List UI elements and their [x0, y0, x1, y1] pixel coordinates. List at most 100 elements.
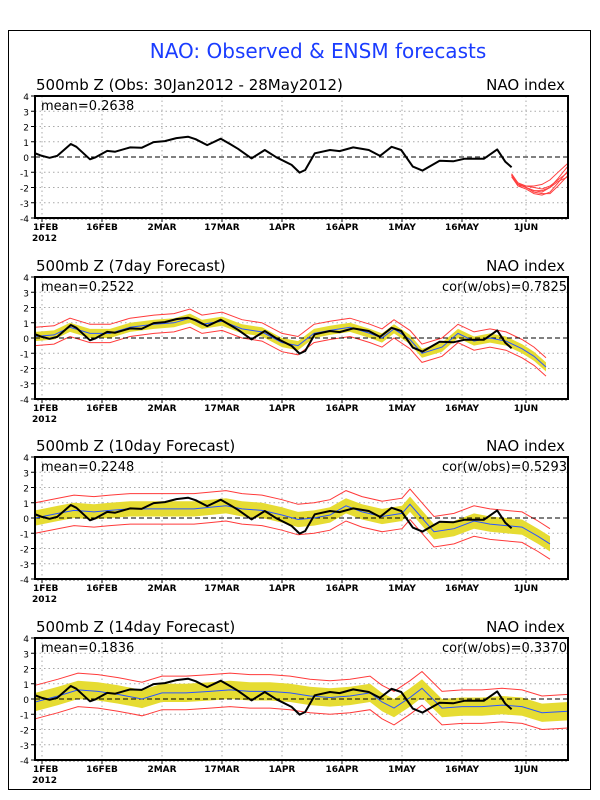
y-tick-label: 0	[23, 335, 29, 345]
correlation-label: cor(w/obs)=0.7825	[442, 280, 567, 295]
y-tick-label: 1	[23, 500, 29, 510]
x-tick-label: 1FEB	[33, 404, 59, 414]
y-tick-label: -3	[20, 561, 29, 571]
mean-label: mean=0.2638	[41, 99, 134, 114]
y-tick-label: 0	[23, 515, 29, 525]
mean-label: mean=0.2522	[41, 280, 134, 295]
panel-title: 500mb Z (7day Forecast)	[36, 257, 226, 275]
x-tick-label: 17MAR	[204, 584, 239, 594]
y-tick-label: -4	[20, 396, 29, 406]
panel-right-label: NAO index	[486, 618, 565, 636]
x-tick-label: 2MAR	[147, 765, 176, 775]
plot-area-border	[34, 95, 569, 219]
ensemble-min-line	[35, 704, 569, 731]
x-tick-label: 17MAR	[204, 404, 239, 414]
x-tick-label: 2MAR	[147, 223, 176, 233]
x-tick-label: 16FEB	[86, 223, 118, 233]
y-tick-label: -4	[20, 576, 29, 586]
x-tick-label: 2MAR	[147, 404, 176, 414]
y-tick-label: -1	[20, 711, 29, 721]
panel-title: 500mb Z (10day Forecast)	[36, 437, 235, 455]
ensemble-mean-line	[35, 317, 547, 368]
y-tick-label: -3	[20, 200, 29, 210]
panel-right-label: NAO index	[486, 257, 565, 275]
ensemble-spread-band	[35, 496, 550, 552]
y-tick-label: -1	[20, 530, 29, 540]
ensemble-member-line	[511, 173, 569, 195]
panel-title: 500mb Z (Obs: 30Jan2012 - 28May2012)	[36, 76, 343, 94]
y-tick-label: 4	[23, 93, 29, 103]
ensemble-max-line	[35, 308, 547, 359]
y-tick-label: 3	[23, 108, 29, 118]
y-tick-label: 2	[23, 124, 29, 134]
x-tick-label: 1MAY	[388, 584, 416, 594]
y-tick-label: -2	[20, 366, 29, 376]
x-tick-label: 1JUN	[514, 584, 538, 594]
y-tick-label: -3	[20, 742, 29, 752]
y-tick-label: 4	[23, 635, 29, 645]
panel-4: 500mb Z (14day Forecast) NAO index 4 3 2 1 0 -1…	[20, 618, 569, 786]
x-tick-label: 1FEB	[33, 765, 59, 775]
x-tick-label: 16FEB	[86, 584, 118, 594]
y-tick-label: -2	[20, 546, 29, 556]
y-tick-label: 4	[23, 454, 29, 464]
ensemble-min-line	[35, 518, 551, 560]
ensemble-member-line	[511, 162, 569, 187]
y-tick-label: 1	[23, 139, 29, 149]
y-tick-label: 2	[23, 485, 29, 495]
x-tick-label: 16FEB	[86, 404, 118, 414]
year-label: 2012	[32, 595, 57, 605]
plot-area-border	[34, 276, 569, 400]
y-tick-label: 1	[23, 320, 29, 330]
mean-label: mean=0.1836	[41, 641, 134, 656]
observed-line	[34, 135, 513, 174]
y-tick-label: 0	[23, 696, 29, 706]
plot-area-border	[34, 456, 569, 580]
y-tick-label: -1	[20, 350, 29, 360]
ensemble-max-line	[35, 670, 569, 697]
observed-line	[34, 496, 513, 535]
x-tick-label: 16FEB	[86, 765, 118, 775]
year-label: 2012	[32, 776, 57, 786]
panel-2: 500mb Z (7day Forecast) NAO index 4 3 2 1 0 -1 -…	[20, 257, 569, 425]
observed-line	[34, 316, 513, 355]
x-tick-label: 1MAY	[388, 404, 416, 414]
x-tick-label: 1APR	[269, 584, 296, 594]
x-tick-label: 16APR	[325, 765, 358, 775]
figure-frame	[8, 30, 591, 790]
y-tick-label: -4	[20, 215, 29, 225]
x-tick-label: 16MAY	[445, 584, 480, 594]
y-tick-label: 1	[23, 681, 29, 691]
x-tick-label: 16MAY	[445, 765, 480, 775]
x-tick-label: 17MAR	[204, 223, 239, 233]
x-tick-label: 1JUN	[514, 223, 538, 233]
x-tick-label: 16APR	[325, 404, 358, 414]
observed-line	[34, 677, 513, 716]
panel-3: 500mb Z (10day Forecast) NAO index 4 3 2 1 0 -1…	[20, 437, 569, 605]
x-tick-label: 16MAY	[445, 404, 480, 414]
x-tick-label: 1MAY	[388, 765, 416, 775]
y-tick-label: 4	[23, 274, 29, 284]
x-tick-label: 1FEB	[33, 223, 59, 233]
year-label: 2012	[32, 234, 57, 244]
x-tick-label: 16APR	[325, 223, 358, 233]
x-tick-label: 2MAR	[147, 584, 176, 594]
mean-label: mean=0.2248	[41, 460, 134, 475]
ensemble-spread-band	[35, 679, 568, 722]
panel-title: 500mb Z (14day Forecast)	[36, 618, 235, 636]
y-tick-label: -2	[20, 727, 29, 737]
y-tick-label: 2	[23, 305, 29, 315]
ensemble-spread-band	[35, 313, 546, 372]
x-tick-label: 1APR	[269, 404, 296, 414]
correlation-label: cor(w/obs)=0.3370	[442, 641, 567, 656]
ensemble-member-line	[511, 171, 569, 190]
y-tick-label: -1	[20, 169, 29, 179]
y-tick-label: 0	[23, 154, 29, 164]
plot-area-border	[34, 637, 569, 761]
x-tick-label: 1MAY	[388, 223, 416, 233]
y-tick-label: 3	[23, 469, 29, 479]
year-label: 2012	[32, 415, 57, 425]
panel-1: 500mb Z (Obs: 30Jan2012 - 28May2012) NAO …	[20, 76, 569, 244]
ensemble-min-line	[35, 326, 547, 377]
